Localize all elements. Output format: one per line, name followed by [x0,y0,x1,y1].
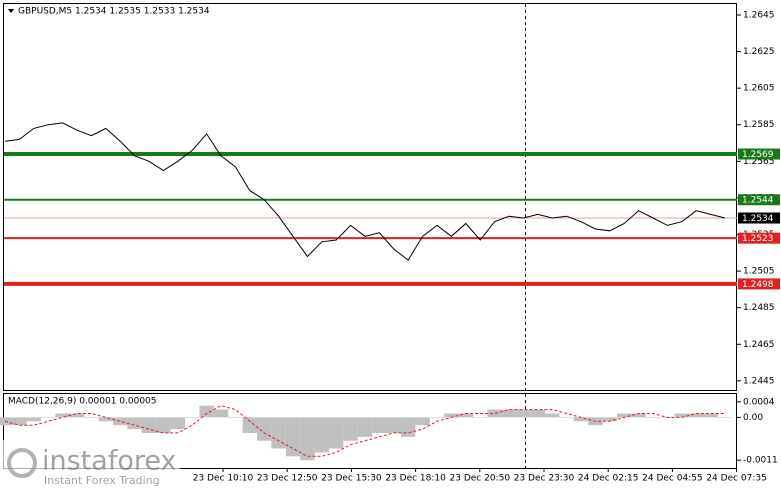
macd-bar [343,417,358,441]
level-label: 1.2569 [742,150,774,160]
macd-y-tick-label: 0.00 [743,413,763,423]
macd-bar [257,417,272,441]
macd-y-tick-label: 0.0004 [743,397,775,407]
macd-bar [156,417,171,433]
macd-bar [559,417,574,418]
symbol-arrow [8,9,14,13]
y-tick-label: 1.2625 [743,47,775,57]
x-tick-label: 23 Dec 18:10 [385,474,446,484]
macd-bar [242,417,257,433]
level-label-box [738,194,780,206]
macd-panel [3,393,737,469]
macd-bar [285,417,301,457]
level-label-box [738,232,780,244]
macd-bar [271,417,286,449]
macd-bar [314,417,329,453]
macd-bar [213,409,229,418]
macd-bar [631,413,646,418]
level-label: 1.2523 [742,234,774,244]
macd-bar [372,417,387,433]
x-tick-label: 23 Dec 10:10 [193,474,254,484]
macd-bar [329,417,344,449]
macd-bar [444,413,459,418]
macd-bar [228,417,243,418]
macd-bar [645,417,661,418]
macd-bar [26,417,41,422]
y-tick-label: 1.2445 [743,376,775,386]
macd-bar [113,417,128,426]
price-line [4,122,726,261]
macd-bar [300,417,315,461]
macd-bar [617,413,632,418]
y-tick-label: 1.2565 [743,157,775,167]
macd-bar [545,413,560,418]
macd-bar [473,417,488,418]
macd-bar [689,413,704,418]
current-price-box [738,212,780,224]
x-tick-label: 23 Dec 15:30 [321,474,382,484]
y-tick-label: 1.2505 [743,267,775,277]
macd-bar [55,413,70,418]
x-tick-label: 24 Dec 07:35 [706,474,767,484]
macd-bar [401,417,416,437]
macd-bar [573,417,589,422]
x-tick-label: 23 Dec 20:50 [450,474,511,484]
current-price-label: 1.2534 [742,214,774,224]
macd-bar [41,417,56,418]
macd-bar [185,417,200,418]
y-tick-label: 1.2485 [743,303,775,313]
watermark-bg [0,440,180,489]
macd-bar [357,417,373,437]
x-tick-label: 24 Dec 04:55 [642,474,703,484]
level-label-box [738,278,780,290]
macd-y-tick-label: -0.0011 [743,456,778,466]
watermark: instaforex Instant Forex Trading [0,440,180,489]
macd-bar [487,409,502,418]
y-tick-label: 1.2605 [743,84,775,94]
y-tick-label: 1.2585 [743,120,775,130]
macd-bar [458,413,473,418]
macd-bar [717,417,733,418]
x-tick-label: 23 Dec 12:50 [257,474,318,484]
x-tick-label: 23 Dec 23:30 [514,474,575,484]
chart-title: GBPUSD,M5 1.2534 1.2535 1.2533 1.2534 [18,7,210,17]
macd-bar [127,417,142,430]
macd-bar [141,417,157,433]
watermark-logo [7,448,37,478]
macd-bar [69,413,85,418]
macd-bar [12,417,27,426]
macd-bar [501,409,517,418]
y-tick-label: 1.2645 [743,10,775,20]
watermark-brand: instaforex [42,446,176,477]
macd-bar [415,417,430,426]
macd-bar [170,417,185,430]
macd-bar [674,413,689,418]
level-label: 1.2498 [742,280,774,290]
macd-bar [199,405,214,418]
x-tick-label: 24 Dec 02:15 [578,474,639,484]
macd-bar [602,417,617,422]
price-panel [3,3,737,391]
level-label: 1.2544 [742,196,774,206]
level-label-box [738,148,780,160]
watermark-tagline: Instant Forex Trading [44,474,160,487]
macd-label: MACD(12,26,9) 0.00001 0.00005 [8,397,157,407]
macd-bar [516,409,531,418]
macd-bar [84,417,99,418]
y-tick-label: 1.2465 [743,340,775,350]
macd-bar [98,417,113,422]
macd-bar [386,417,401,433]
macd-bar [703,413,718,418]
macd-bar [429,417,445,418]
macd-signal [4,405,725,457]
macd-bar [530,409,545,418]
